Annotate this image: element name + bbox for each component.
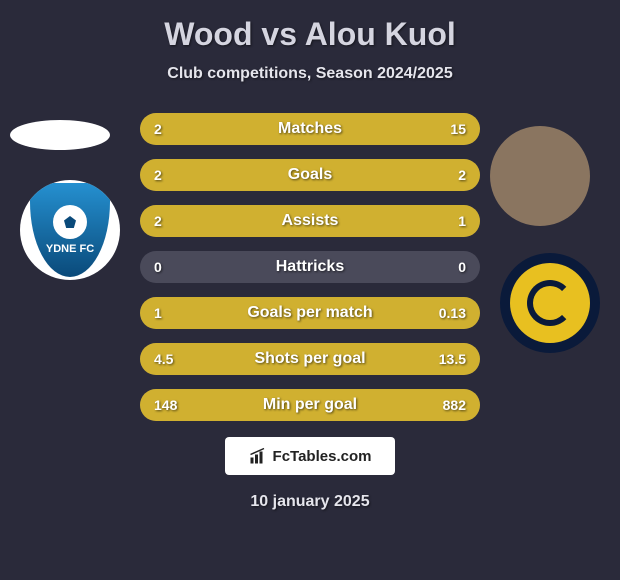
stat-value-right: 0.13 [439, 305, 466, 321]
stat-label: Shots per goal [254, 350, 365, 368]
stat-row: 1 0.13 Goals per match [140, 297, 480, 329]
stat-value-left: 1 [154, 305, 162, 321]
page-title: Wood vs Alou Kuol [0, 16, 620, 53]
stat-value-right: 882 [443, 397, 466, 413]
comparison-card: Wood vs Alou Kuol Club competitions, Sea… [0, 0, 620, 580]
barchart-icon [249, 447, 267, 465]
stat-row: 2 15 Matches [140, 113, 480, 145]
stat-label: Hattricks [276, 258, 344, 276]
stat-value-left: 148 [154, 397, 177, 413]
stat-row: 2 2 Goals [140, 159, 480, 191]
stat-value-right: 15 [450, 121, 466, 137]
stat-label: Min per goal [263, 396, 357, 414]
page-subtitle: Club competitions, Season 2024/2025 [0, 65, 620, 83]
stat-fill-left [140, 159, 310, 191]
stats-list: 2 15 Matches 2 2 Goals 2 1 Assists 0 0 Hattricks 1 0.… [0, 113, 620, 421]
brand-badge[interactable]: FcTables.com [225, 437, 395, 475]
date-label: 10 january 2025 [0, 493, 620, 511]
stat-value-left: 4.5 [154, 351, 173, 367]
stat-label: Goals [288, 166, 332, 184]
stat-value-left: 2 [154, 167, 162, 183]
stat-fill-left [140, 343, 225, 375]
stat-row: 148 882 Min per goal [140, 389, 480, 421]
stat-value-left: 2 [154, 213, 162, 229]
stat-label: Assists [282, 212, 339, 230]
stat-value-right: 13.5 [439, 351, 466, 367]
brand-label: FcTables.com [273, 448, 372, 465]
stat-label: Matches [278, 120, 342, 138]
stat-value-left: 0 [154, 259, 162, 275]
stat-row: 4.5 13.5 Shots per goal [140, 343, 480, 375]
stat-label: Goals per match [247, 304, 372, 322]
stat-value-right: 1 [458, 213, 466, 229]
stat-value-left: 2 [154, 121, 162, 137]
stat-row: 2 1 Assists [140, 205, 480, 237]
stat-value-right: 2 [458, 167, 466, 183]
stat-fill-right [310, 159, 480, 191]
stat-value-right: 0 [458, 259, 466, 275]
stat-row: 0 0 Hattricks [140, 251, 480, 283]
